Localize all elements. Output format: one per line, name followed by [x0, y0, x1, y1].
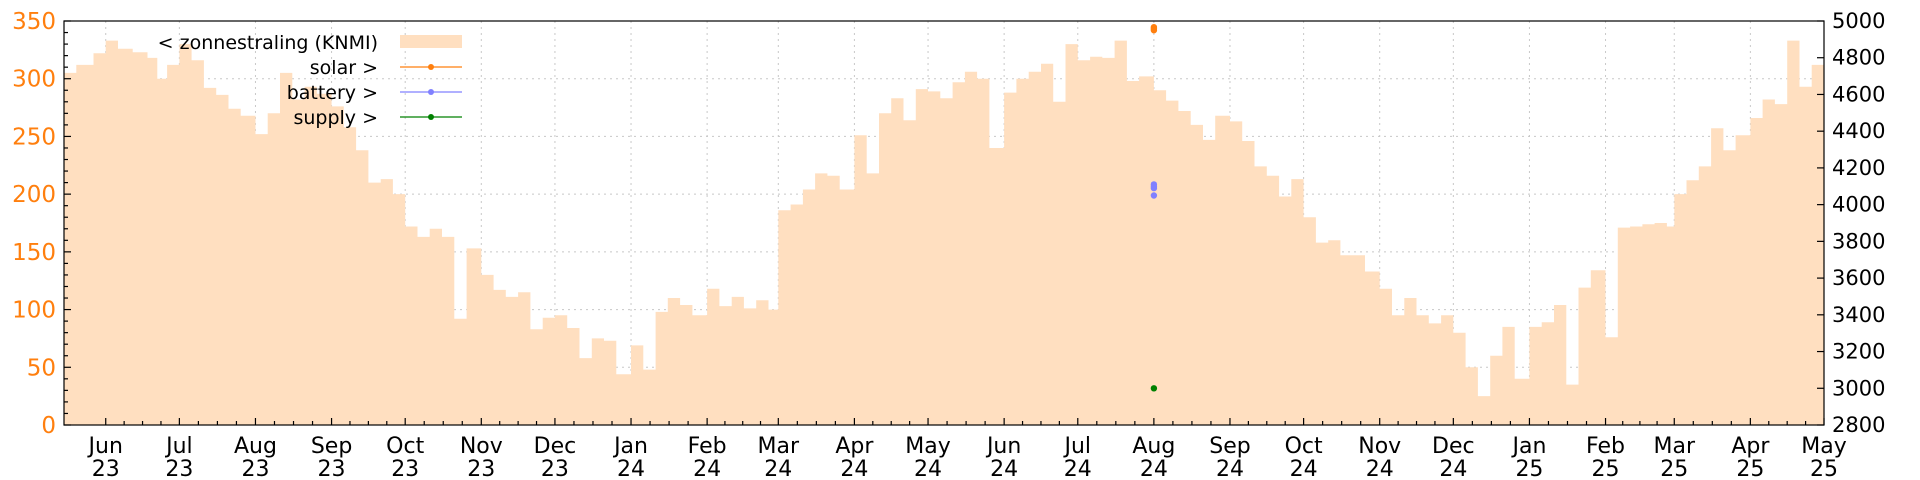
points-layer — [1150, 24, 1158, 392]
y-left-tick-label: 350 — [12, 9, 56, 35]
x-tick-month: Mar — [758, 434, 800, 459]
x-tick-year: 24 — [764, 457, 792, 480]
legend-label: < zonnestraling (KNMI) — [158, 32, 378, 54]
x-tick-month: Jul — [1063, 434, 1092, 459]
x-tick-year: 24 — [840, 457, 868, 480]
area-series-zonnestraling — [64, 36, 1824, 425]
y-left-tick-label: 250 — [12, 124, 56, 150]
axes-layer — [63, 20, 1825, 426]
y-left-tick-label: 50 — [27, 355, 56, 381]
ticks-layer: 0 50 100 150 200 250 300 350 2800 3000 3200 3400 360… — [12, 9, 1885, 480]
x-tick-month: Dec — [1432, 434, 1475, 459]
y-right-tick-label: 4400 — [1832, 119, 1885, 143]
data-point — [1150, 27, 1158, 34]
x-tick-month: Nov — [1358, 434, 1401, 459]
x-tick-month: Nov — [460, 434, 503, 459]
x-tick-year: 24 — [1140, 457, 1168, 480]
x-tick-month: Jun — [87, 434, 123, 459]
x-tick-month: Jun — [985, 434, 1021, 459]
legend-label: battery > — [287, 82, 378, 104]
x-tick-month: Apr — [835, 434, 874, 459]
data-point — [1150, 192, 1158, 199]
legend: < zonnestraling (KNMI) solar > battery > su… — [158, 32, 462, 129]
x-tick-year: 25 — [1515, 457, 1543, 480]
x-tick-month: Apr — [1731, 434, 1770, 459]
data-point — [1150, 385, 1158, 392]
x-tick-month: May — [905, 434, 950, 459]
plot-frame — [63, 20, 1825, 426]
legend-marker — [428, 89, 434, 95]
x-tick-month: Jan — [1510, 434, 1546, 459]
x-tick-year: 23 — [241, 457, 269, 480]
x-tick-year: 23 — [318, 457, 346, 480]
x-tick-month: Jan — [612, 434, 648, 459]
x-tick-year: 23 — [391, 457, 419, 480]
x-tick-month: Dec — [534, 434, 577, 459]
x-tick-year: 23 — [165, 457, 193, 480]
x-tick-month: Aug — [234, 434, 277, 459]
x-tick-year: 24 — [1366, 457, 1394, 480]
y-right-tick-label: 3400 — [1832, 303, 1885, 327]
x-tick-year: 25 — [1660, 457, 1688, 480]
x-tick-year: 24 — [1439, 457, 1467, 480]
y-left-tick-label: 100 — [12, 298, 56, 324]
x-tick-month: Jul — [164, 434, 193, 459]
legend-marker — [428, 114, 434, 120]
x-tick-year: 25 — [1810, 457, 1838, 480]
y-left-tick-label: 200 — [12, 182, 56, 208]
y-left-tick-label: 150 — [12, 240, 56, 266]
y-right-tick-label: 3800 — [1832, 229, 1885, 253]
x-tick-month: Oct — [1285, 434, 1323, 459]
x-tick-month: Sep — [1209, 434, 1250, 459]
y-right-tick-label: 3600 — [1832, 266, 1885, 290]
data-point — [1150, 184, 1158, 192]
area-layer — [64, 36, 1824, 425]
x-tick-year: 24 — [1064, 457, 1092, 480]
y-right-tick-label: 4200 — [1832, 156, 1885, 180]
x-tick-month: Feb — [688, 434, 727, 459]
x-tick-year: 24 — [990, 457, 1018, 480]
x-tick-month: Sep — [311, 434, 352, 459]
y-left-tick-label: 300 — [12, 67, 56, 93]
y-right-tick-label: 5000 — [1832, 9, 1885, 33]
y-left-tick-label: 0 — [41, 413, 56, 439]
x-tick-month: Mar — [1654, 434, 1696, 459]
x-tick-year: 24 — [1290, 457, 1318, 480]
x-tick-year: 23 — [467, 457, 495, 480]
x-tick-year: 24 — [1216, 457, 1244, 480]
x-tick-year: 24 — [693, 457, 721, 480]
x-tick-year: 23 — [92, 457, 120, 480]
y-right-tick-label: 3200 — [1832, 340, 1885, 364]
x-tick-year: 24 — [914, 457, 942, 480]
x-tick-month: May — [1801, 434, 1846, 459]
x-tick-year: 25 — [1736, 457, 1764, 480]
x-tick-month: Oct — [386, 434, 424, 459]
y-right-tick-label: 2800 — [1832, 413, 1885, 437]
x-tick-month: Feb — [1586, 434, 1625, 459]
y-right-tick-label: 4800 — [1832, 46, 1885, 70]
x-tick-month: Aug — [1132, 434, 1175, 459]
legend-marker — [428, 64, 434, 70]
x-tick-year: 23 — [541, 457, 569, 480]
y-right-tick-label: 3000 — [1832, 376, 1885, 400]
y-right-tick-label: 4000 — [1832, 193, 1885, 217]
x-tick-year: 25 — [1592, 457, 1620, 480]
x-tick-year: 24 — [617, 457, 645, 480]
y-right-tick-label: 4600 — [1832, 82, 1885, 106]
legend-label: supply > — [293, 107, 378, 129]
legend-label: solar > — [310, 57, 378, 79]
legend-swatch — [400, 35, 462, 48]
